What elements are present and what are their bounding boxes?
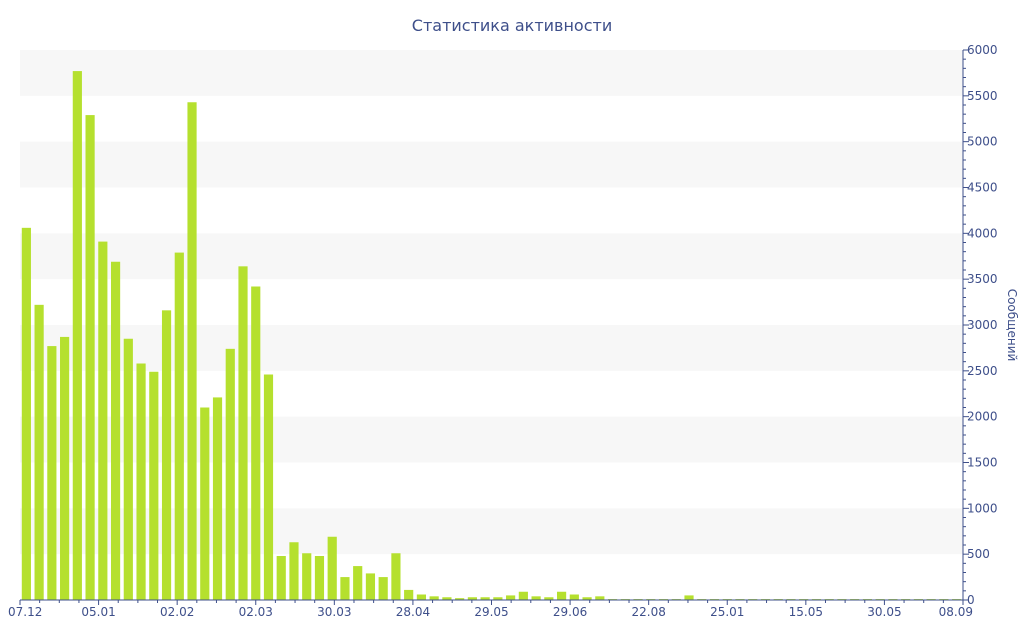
y-tick-label: 6000 [967,43,998,57]
bar [174,252,184,601]
bar [467,597,477,600]
y-ticks: 0 500 1000 1500 2000 2500 3000 3500 4000 4500 5000… [963,43,998,607]
bar [493,597,503,600]
x-tick-label: 30.03 [317,605,351,619]
y-tick-label: 2000 [967,410,998,424]
bar [263,374,274,600]
x-tick-label: 22.08 [631,605,665,619]
bar [302,553,312,600]
bar [289,542,299,600]
x-tick-label: 29.06 [553,605,587,619]
bar [276,556,286,600]
grid-band [20,416,963,463]
grid-band [20,141,963,188]
bar [353,566,363,600]
x-tick-label: 02.02 [160,605,194,619]
bar [442,597,452,600]
x-tick-label: 29.05 [474,605,508,619]
bar [365,573,376,600]
bar [98,241,108,601]
y-tick-label: 0 [967,593,975,607]
bar [429,596,439,600]
bar [34,304,44,600]
bar [238,266,248,600]
bar [582,597,592,600]
x-tick-label: 30.05 [867,605,901,619]
bar [21,227,31,601]
x-tick-label: 02.03 [239,605,273,619]
grid-band [20,50,963,96]
bar [60,336,70,600]
bars [21,71,962,601]
bar [684,595,694,600]
x-ticks: 07.12 05.01 02.02 02.03 30.03 28.04 29.05 29.06… [8,600,973,619]
y-tick-label: 5500 [967,89,998,103]
y-tick-label: 4000 [967,226,998,240]
y-tick-label: 4500 [967,181,998,195]
bar [455,598,465,600]
y-tick-label: 3500 [967,272,998,286]
chart-title: Статистика активности [412,16,612,35]
x-tick-label: 05.01 [81,605,115,619]
bar [314,556,325,600]
bar [212,397,223,600]
x-tick-label: 07.12 [8,605,42,619]
x-tick-label: 28.04 [396,605,430,619]
bar [480,597,490,600]
bar [506,595,516,600]
bar [136,363,146,600]
bar [531,596,541,600]
y-axis-label: Сообщений [1005,289,1019,362]
bar [595,596,605,600]
grid-bands [20,50,963,555]
bar [378,577,388,600]
y-tick-label: 2500 [967,364,998,378]
bar [72,71,82,601]
y-tick-label: 3000 [967,318,998,332]
y-tick-label: 1000 [967,501,998,515]
bar [416,594,426,600]
bar [149,371,159,600]
bar [327,536,337,600]
bar [557,591,567,600]
bar [110,261,121,600]
bar [404,589,414,600]
y-tick-label: 1500 [967,456,998,470]
bar [251,286,261,600]
grid-band [20,325,963,371]
grid-band [20,233,963,280]
bar [544,597,554,600]
bar [200,407,210,600]
x-tick-label: 08.09 [939,605,973,619]
bar [187,102,197,600]
bar [123,338,133,600]
grid-band [20,508,963,555]
bar [225,348,235,600]
y-tick-label: 500 [967,547,990,561]
bar [161,310,172,600]
x-tick-label: 25.01 [710,605,744,619]
bar [47,346,57,600]
bar [569,594,579,600]
y-tick-label: 5000 [967,135,998,149]
bar [391,553,401,600]
bar [85,115,95,600]
x-tick-label: 15.05 [789,605,823,619]
bar [340,577,350,600]
bar [518,591,528,600]
